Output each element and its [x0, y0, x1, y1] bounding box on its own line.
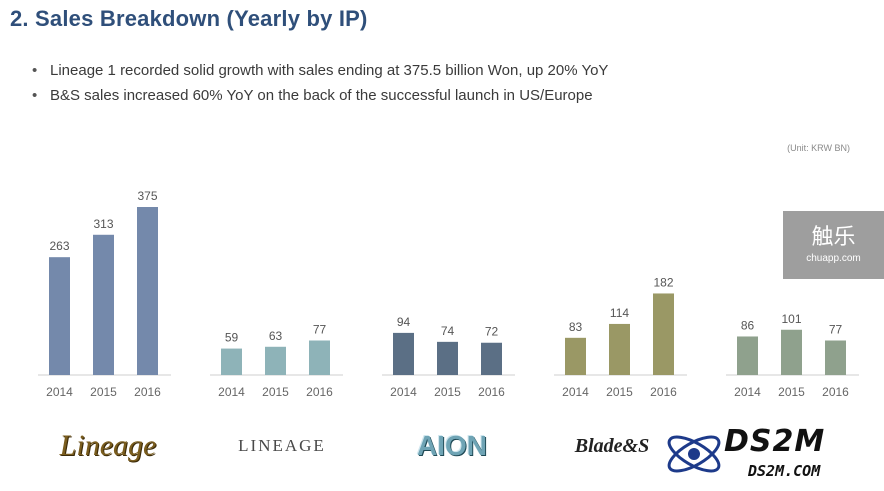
- tick-label: 2016: [650, 385, 677, 399]
- chart-group: 59 2014 63 2015 77 2016: [210, 323, 343, 399]
- sales-bar-charts: 2632014313201537520165920146320157720169…: [38, 189, 859, 399]
- watermark-brand: DS2M: [724, 424, 826, 459]
- watermark-text: 触乐: [811, 225, 856, 250]
- bar: [653, 293, 674, 375]
- tick-label: 2016: [822, 385, 849, 399]
- aion-logo: AION: [417, 430, 487, 461]
- data-label: 59: [225, 331, 239, 345]
- tick-label: 2015: [434, 385, 461, 399]
- atom-icon: [667, 435, 721, 473]
- lineage-ii-logo: LINEAGE: [238, 436, 326, 455]
- chart-group: 94 2014 74 2015 72 2016: [382, 315, 515, 399]
- lineage-logo: Lineage: [59, 429, 157, 462]
- data-label: 77: [829, 323, 843, 337]
- chart-group: 83 2014 114 2015 182 2016: [554, 275, 687, 399]
- tick-label: 2015: [262, 385, 289, 399]
- bar: [565, 337, 586, 375]
- bullet-item: Lineage 1 recorded solid growth with sal…: [32, 60, 608, 85]
- tick-label: 2014: [46, 385, 73, 399]
- tick-label: 2014: [218, 385, 245, 399]
- tick-label: 2016: [134, 385, 161, 399]
- watermark-domain: DS2M.COM: [748, 462, 821, 480]
- data-label: 182: [653, 275, 673, 289]
- bar: [93, 234, 114, 375]
- bar: [137, 207, 158, 375]
- watermark-url: chuapp.com: [806, 253, 861, 264]
- data-label: 83: [569, 320, 583, 334]
- bar: [737, 336, 758, 375]
- tick-label: 2014: [734, 385, 761, 399]
- data-label: 313: [93, 217, 113, 231]
- data-label: 375: [137, 189, 157, 203]
- data-label: 263: [49, 239, 69, 253]
- data-label: 72: [485, 325, 499, 339]
- bar: [825, 340, 846, 375]
- ds2m-watermark: DS2M DS2M.COM: [660, 420, 884, 491]
- chart-group: 86 2014 101 2015 77 2016: [726, 312, 859, 399]
- page-title: 2. Sales Breakdown (Yearly by IP): [10, 6, 368, 31]
- data-label: 77: [313, 323, 327, 337]
- bar: [393, 332, 414, 375]
- data-label: 74: [441, 324, 455, 338]
- data-label: 63: [269, 329, 283, 343]
- chuapp-watermark: 触乐 chuapp.com: [783, 211, 884, 279]
- tick-label: 2016: [306, 385, 333, 399]
- tick-label: 2016: [478, 385, 505, 399]
- bullet-list: Lineage 1 recorded solid growth with sal…: [32, 60, 608, 110]
- data-label: 114: [610, 306, 629, 320]
- data-label: 86: [741, 318, 755, 332]
- tick-label: 2015: [606, 385, 633, 399]
- unit-note: (Unit: KRW BN): [787, 143, 850, 153]
- data-label: 94: [397, 315, 411, 329]
- bar: [309, 340, 330, 375]
- bar: [781, 329, 802, 375]
- tick-label: 2015: [778, 385, 805, 399]
- bar: [49, 257, 70, 375]
- blade-and-soul-logo: Blade&S: [574, 434, 650, 457]
- data-label: 101: [781, 312, 801, 326]
- bullet-item: B&S sales increased 60% YoY on the back …: [32, 85, 608, 110]
- bar: [265, 346, 286, 375]
- bar: [437, 341, 458, 375]
- bar: [609, 323, 630, 375]
- bar: [481, 342, 502, 375]
- tick-label: 2014: [562, 385, 589, 399]
- tick-label: 2014: [390, 385, 417, 399]
- tick-label: 2015: [90, 385, 117, 399]
- chart-group: 263 2014 313 2015 375 2016: [38, 189, 171, 399]
- bar: [221, 348, 242, 375]
